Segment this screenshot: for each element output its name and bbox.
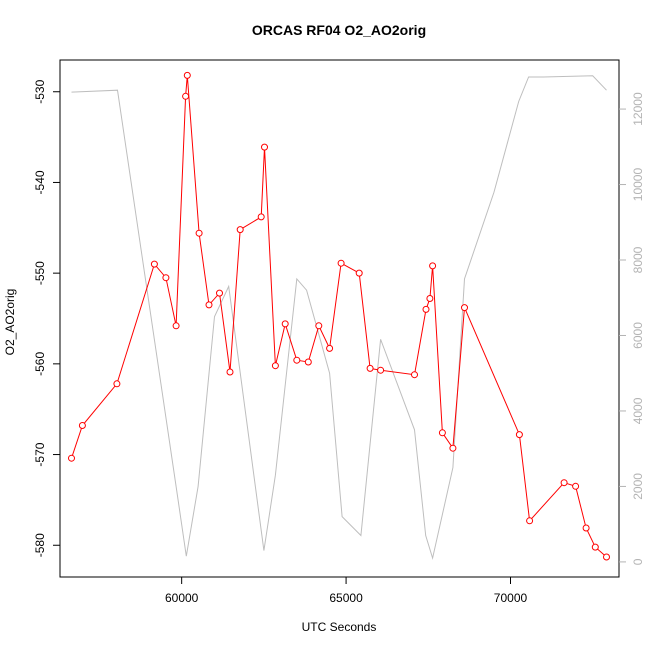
data-point — [195, 229, 203, 237]
data-point — [449, 444, 457, 452]
data-point — [377, 366, 385, 374]
y-tick-label: -580 — [33, 533, 47, 557]
data-point — [257, 213, 265, 221]
y2-tick-label: 6000 — [631, 322, 645, 349]
y2-tick-label: 12000 — [631, 92, 645, 126]
data-point — [113, 380, 121, 388]
data-point — [271, 362, 279, 370]
data-point — [337, 259, 345, 267]
y2-axis: 0 2000 4000 6000 8000 10000 12000 — [619, 92, 645, 565]
data-point — [281, 320, 289, 328]
y2-tick-label: 0 — [631, 558, 645, 565]
data-point — [603, 553, 610, 561]
x-tick-label: 70000 — [494, 591, 528, 605]
y2-tick-label: 2000 — [631, 473, 645, 500]
y-tick-label: -550 — [33, 261, 47, 285]
secondary-series-line — [71, 75, 607, 561]
data-point — [422, 305, 430, 313]
y2-tick-label: 8000 — [631, 246, 645, 273]
data-point — [78, 422, 86, 429]
data-point — [236, 226, 244, 234]
y2-tick-label: 10000 — [631, 168, 645, 202]
y-axis-label: O2_AO2orig — [3, 289, 17, 356]
data-point — [355, 269, 363, 277]
series-layer — [68, 71, 610, 561]
x-tick-label: 60000 — [165, 591, 199, 605]
data-point — [68, 454, 75, 462]
data-point — [515, 431, 523, 439]
data-point — [150, 260, 158, 268]
data-point — [205, 301, 213, 309]
data-point — [216, 289, 223, 297]
data-point — [438, 429, 446, 437]
data-point — [560, 479, 568, 487]
data-point — [326, 344, 334, 352]
y-tick-label: -570 — [33, 442, 47, 466]
y-axis: -580 -570 -560 -550 -540 -530 — [33, 79, 60, 557]
data-point — [172, 322, 180, 330]
data-point — [183, 71, 191, 79]
y-tick-label: -560 — [33, 352, 47, 376]
data-point — [411, 371, 418, 379]
plot-frame — [59, 59, 620, 578]
data-point — [226, 368, 234, 376]
data-point — [315, 322, 323, 330]
data-point — [261, 143, 268, 151]
data-point — [526, 517, 534, 525]
y-tick-label: -540 — [33, 170, 47, 194]
data-point — [162, 274, 170, 282]
data-point — [426, 295, 434, 302]
y-tick-label: -530 — [33, 79, 47, 103]
chart-title: ORCAS RF04 O2_AO2orig — [252, 22, 426, 38]
x-axis: 60000 65000 70000 — [165, 577, 528, 605]
data-point — [293, 356, 301, 364]
y2-tick-label: 4000 — [631, 397, 645, 424]
data-point — [366, 364, 374, 372]
data-point — [582, 524, 590, 532]
x-axis-label: UTC Seconds — [302, 620, 377, 634]
x-tick-label: 65000 — [329, 591, 363, 605]
data-point — [182, 92, 190, 100]
data-point — [429, 262, 437, 270]
data-point — [572, 482, 580, 490]
data-point — [461, 304, 468, 312]
data-point — [591, 543, 599, 551]
data-point — [304, 358, 312, 366]
